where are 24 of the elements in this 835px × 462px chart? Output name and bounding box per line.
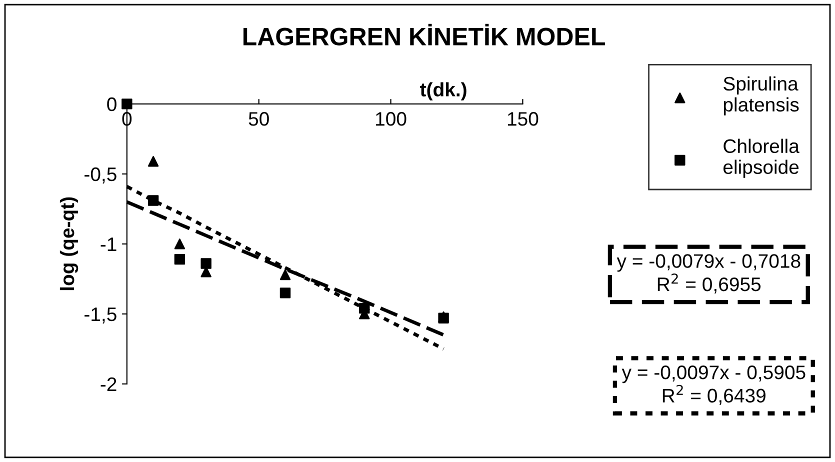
text: y = -0,0097x - 0,5905 R$^{2}$ = 0,6439 (622, 365, 806, 405)
x-tick-label: 100 (376, 112, 406, 126)
point (200, 258, 212, 269)
legend-label: Spirulina platensis (724, 76, 799, 116)
y-axis-title: log (qe-qt) (60, 197, 78, 290)
y-tick-label: 0 (107, 97, 116, 112)
point (148, 195, 159, 206)
text: y = -0,0079x - 0,7018 R$^{2}$ = 0,6955 (616, 254, 800, 294)
legend-label: Chlorella elipsoide (723, 138, 800, 178)
y-tick-label: -1,5 (84, 308, 116, 324)
point (174, 254, 186, 265)
x-tick-label: 50 (248, 112, 269, 126)
x-tick-label: 150 (508, 112, 538, 126)
point (148, 156, 159, 167)
point (359, 302, 370, 314)
point (280, 288, 291, 298)
point (122, 98, 132, 110)
y-tick-label: -1 (100, 238, 116, 251)
y-tick-label: -0,5 (84, 167, 116, 184)
point (280, 269, 291, 280)
chart-title: LAGERGREN KİNETİK MODEL (243, 24, 605, 46)
y-tick-label: -2 (100, 377, 116, 391)
x-axis-title: t(dk.) (420, 82, 466, 100)
point (174, 238, 186, 250)
